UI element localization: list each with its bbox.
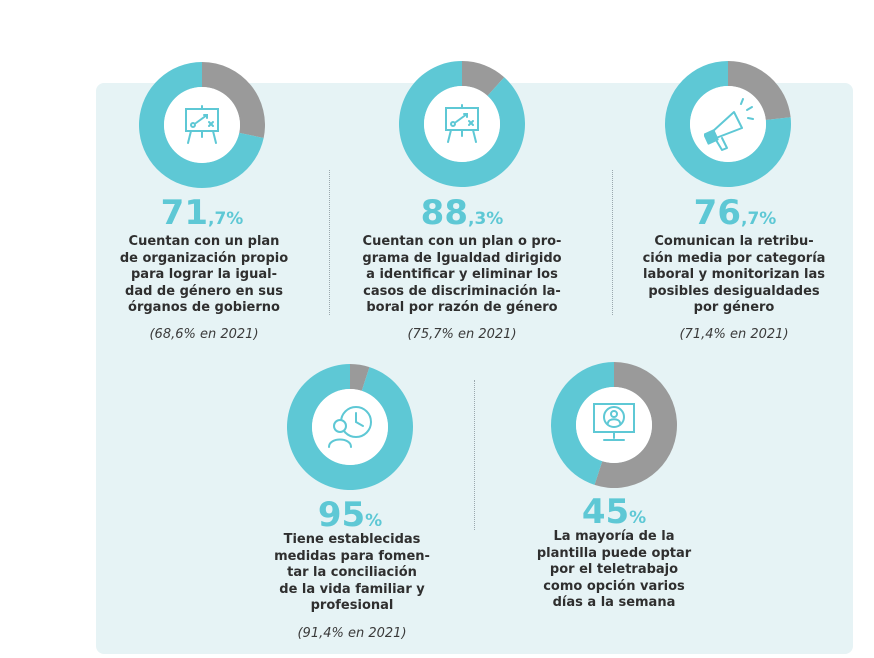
stat-1-desc-line: órganos de gobierno xyxy=(128,300,280,315)
stat-4-desc-line: medidas para fomen- xyxy=(274,548,430,564)
slice-rest xyxy=(202,62,265,138)
stat-5-desc-line: La mayoría de la xyxy=(553,529,675,544)
stat-5-desc-line: como opción varios xyxy=(543,578,685,594)
slice-value xyxy=(287,364,413,490)
stat-1-desc-line: dad de género en sus xyxy=(125,283,283,299)
stat-2-desc-line: casos de discriminación la- xyxy=(363,283,561,299)
stat-1-value-dec: ,7% xyxy=(208,209,244,229)
stat-5-desc-line: por el teletrabajo xyxy=(549,562,679,577)
stat-5-value-int: 45 xyxy=(581,492,630,532)
cut-off-header-text xyxy=(95,0,435,10)
stat-5-description: La mayoría de la plantilla puede optar p… xyxy=(526,529,702,612)
slice-value xyxy=(399,61,525,187)
divider-3 xyxy=(474,380,475,530)
stat-5-value: 45% xyxy=(542,494,686,536)
stat-3-previous: (71,4% en 2021) xyxy=(679,327,789,342)
stat-3-desc-line: posibles desigualdades xyxy=(648,283,820,299)
stat-2-value: 88,3% xyxy=(390,195,534,237)
slice-rest xyxy=(728,61,791,120)
stat-5-desc-line: plantilla puede optar xyxy=(536,545,692,561)
stat-4-desc-line: tar la conciliación xyxy=(287,565,417,580)
slice-rest xyxy=(462,61,505,96)
stat-2-description: Cuentan con un plan o pro- grama de Igua… xyxy=(352,234,572,317)
slice-value xyxy=(551,362,614,485)
slice-rest xyxy=(350,364,370,391)
stat-3-desc-line: Comunican la retribu- xyxy=(654,234,814,249)
stat-3-description: Comunican la retribu- ción media por cat… xyxy=(631,234,837,317)
stat-3-desc-line: ción media por categoría xyxy=(642,250,826,266)
stat-1-desc-line: para lograr la igual- xyxy=(131,267,277,282)
stat-2-desc-line: grama de Igualdad dirigido xyxy=(362,250,562,266)
slice-value xyxy=(139,62,264,188)
stat-3-value: 76,7% xyxy=(663,195,807,237)
strategy-board-icon xyxy=(185,105,219,144)
stat-5-desc-line: días a la semana xyxy=(552,595,676,610)
stat-2-previous: (75,7% en 2021) xyxy=(407,327,517,342)
stat-2-value-int: 88 xyxy=(420,193,468,233)
stat-2-desc-line: Cuentan con un plan o pro- xyxy=(362,234,562,249)
stat-4-previous: (91,4% en 2021) xyxy=(297,626,407,641)
donut-hole xyxy=(164,87,240,163)
stat-2-desc-line: a identificar y eliminar los xyxy=(366,267,558,282)
person-clock-icon xyxy=(328,406,372,448)
stat-4-value-int: 95 xyxy=(317,495,366,535)
stat-1-desc-line: de organización propio xyxy=(119,250,289,266)
stat-4-value-dec: % xyxy=(365,511,383,531)
stat-1-desc-line: Cuentan con un plan xyxy=(128,234,280,249)
stat-2-desc-line: boral por razón de género xyxy=(366,300,558,315)
donut-chart-1 xyxy=(139,62,265,188)
slice-rest xyxy=(594,362,677,488)
stat-3-value-dec: ,7% xyxy=(741,209,777,229)
monitor-user-icon xyxy=(593,403,635,441)
stat-4-value: 95% xyxy=(278,497,422,539)
stat-4-desc-line: profesional xyxy=(310,598,394,613)
stat-3-desc-line: por género xyxy=(693,300,775,315)
stat-3-desc-line: laboral y monitorizan las xyxy=(643,267,825,282)
stat-5-value-dec: % xyxy=(629,508,647,528)
donut-hole xyxy=(424,86,500,162)
stat-4-desc-line: de la vida familiar y xyxy=(279,581,425,597)
strategy-board-icon xyxy=(445,104,479,143)
stat-1-value-int: 71 xyxy=(160,193,208,233)
divider-2 xyxy=(612,170,613,315)
stat-1-description: Cuentan con un plan de organización prop… xyxy=(105,234,303,317)
stat-4-desc-line: Tiene establecidas xyxy=(283,532,421,547)
stat-1-value: 71,7% xyxy=(130,195,274,237)
megaphone-icon xyxy=(704,98,754,151)
stat-3-value-int: 76 xyxy=(693,193,741,233)
stat-4-description: Tiene establecidas medidas para fomen- t… xyxy=(262,532,442,615)
divider-1 xyxy=(329,170,330,315)
stat-2-value-dec: ,3% xyxy=(468,209,504,229)
donut-chart-2 xyxy=(399,61,525,187)
slice-value xyxy=(665,61,791,187)
stat-1-previous: (68,6% en 2021) xyxy=(149,327,259,342)
